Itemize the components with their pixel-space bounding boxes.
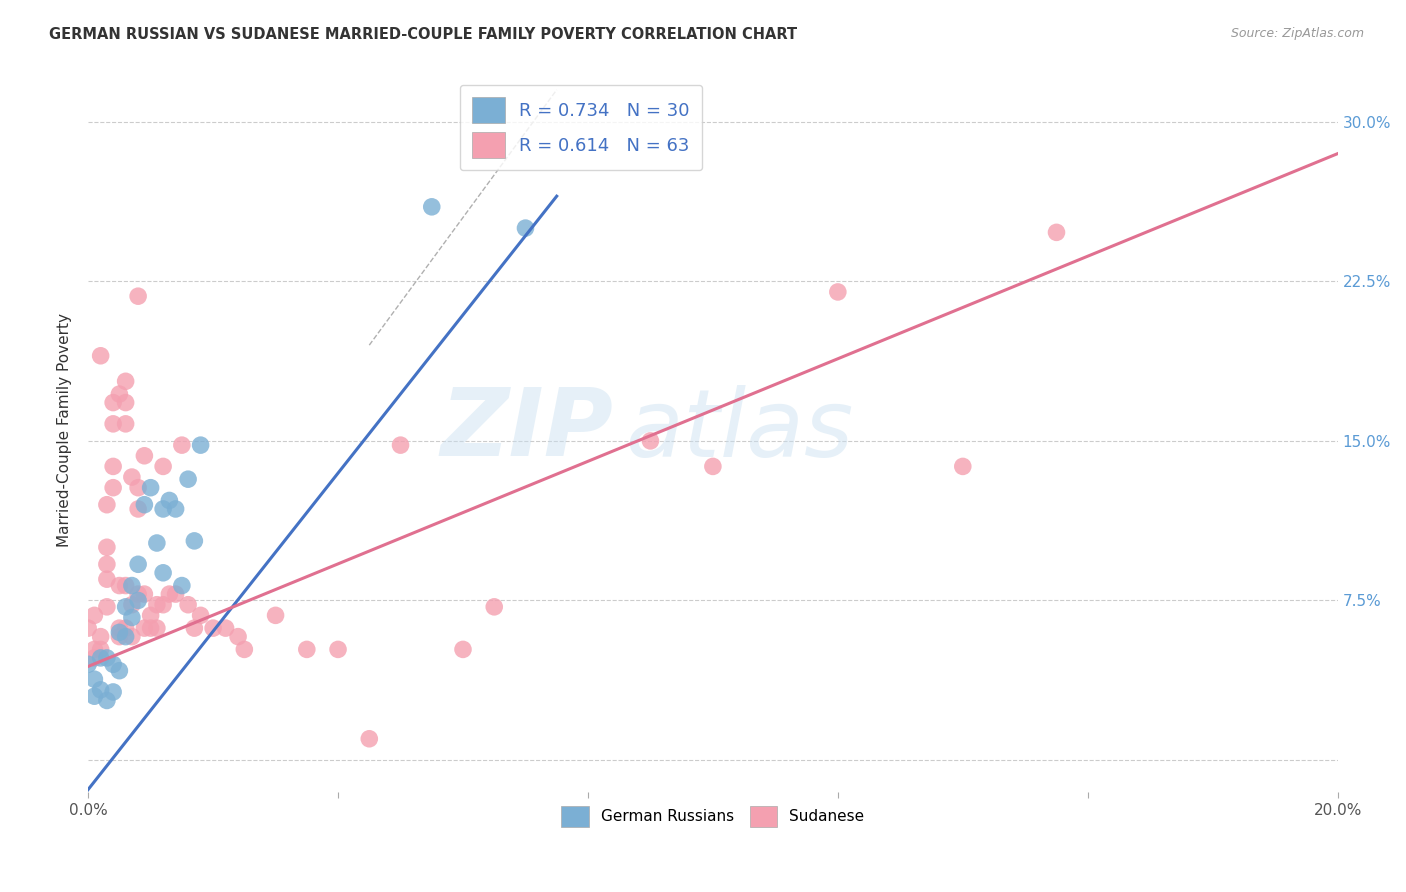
- Point: [420, 200, 443, 214]
- Point: [295, 642, 318, 657]
- Point: [90, 651, 112, 665]
- Point: [127, 481, 149, 495]
- Point: [101, 459, 124, 474]
- Point: [640, 434, 662, 448]
- Point: [96, 693, 118, 707]
- Point: [127, 593, 149, 607]
- Point: [134, 587, 156, 601]
- Point: [114, 621, 136, 635]
- Point: [96, 599, 118, 614]
- Point: [827, 285, 849, 299]
- Point: [101, 395, 124, 409]
- Point: [515, 221, 537, 235]
- Point: [96, 572, 118, 586]
- Point: [134, 498, 156, 512]
- Point: [233, 642, 256, 657]
- Point: [121, 470, 143, 484]
- Point: [202, 621, 225, 635]
- Point: [146, 598, 169, 612]
- Point: [101, 417, 124, 431]
- Point: [190, 438, 212, 452]
- Y-axis label: Married-Couple Family Poverty: Married-Couple Family Poverty: [58, 313, 72, 547]
- Point: [108, 621, 131, 635]
- Point: [90, 630, 112, 644]
- Point: [127, 587, 149, 601]
- Point: [702, 459, 724, 474]
- Point: [157, 493, 180, 508]
- Point: [90, 349, 112, 363]
- Point: [183, 621, 205, 635]
- Point: [127, 558, 149, 572]
- Point: [152, 502, 174, 516]
- Point: [127, 289, 149, 303]
- Point: [127, 502, 149, 516]
- Point: [952, 459, 974, 474]
- Point: [83, 608, 105, 623]
- Point: [177, 472, 200, 486]
- Point: [114, 417, 136, 431]
- Point: [326, 642, 349, 657]
- Point: [108, 578, 131, 592]
- Text: Source: ZipAtlas.com: Source: ZipAtlas.com: [1230, 27, 1364, 40]
- Point: [170, 578, 193, 592]
- Point: [152, 459, 174, 474]
- Point: [114, 630, 136, 644]
- Point: [226, 630, 249, 644]
- Point: [146, 621, 169, 635]
- Point: [359, 731, 381, 746]
- Point: [83, 672, 105, 686]
- Point: [165, 502, 187, 516]
- Legend: German Russians, Sudanese: German Russians, Sudanese: [554, 798, 872, 835]
- Point: [389, 438, 412, 452]
- Point: [83, 690, 105, 704]
- Point: [108, 664, 131, 678]
- Point: [121, 578, 143, 592]
- Point: [121, 598, 143, 612]
- Point: [214, 621, 236, 635]
- Point: [190, 608, 212, 623]
- Point: [146, 536, 169, 550]
- Point: [121, 610, 143, 624]
- Text: atlas: atlas: [626, 384, 853, 475]
- Point: [114, 599, 136, 614]
- Point: [108, 387, 131, 401]
- Point: [1045, 225, 1067, 239]
- Point: [139, 481, 162, 495]
- Point: [83, 642, 105, 657]
- Point: [90, 642, 112, 657]
- Point: [77, 657, 100, 672]
- Text: ZIP: ZIP: [440, 384, 613, 476]
- Point: [108, 625, 131, 640]
- Point: [170, 438, 193, 452]
- Point: [134, 621, 156, 635]
- Point: [77, 621, 100, 635]
- Point: [165, 587, 187, 601]
- Point: [101, 657, 124, 672]
- Point: [183, 533, 205, 548]
- Point: [157, 587, 180, 601]
- Point: [114, 578, 136, 592]
- Point: [101, 685, 124, 699]
- Point: [96, 558, 118, 572]
- Point: [96, 498, 118, 512]
- Point: [108, 630, 131, 644]
- Point: [264, 608, 287, 623]
- Point: [96, 651, 118, 665]
- Text: GERMAN RUSSIAN VS SUDANESE MARRIED-COUPLE FAMILY POVERTY CORRELATION CHART: GERMAN RUSSIAN VS SUDANESE MARRIED-COUPL…: [49, 27, 797, 42]
- Point: [139, 621, 162, 635]
- Point: [121, 630, 143, 644]
- Point: [114, 374, 136, 388]
- Point: [96, 541, 118, 555]
- Point: [114, 395, 136, 409]
- Point: [152, 598, 174, 612]
- Point: [83, 651, 105, 665]
- Point: [451, 642, 474, 657]
- Point: [152, 566, 174, 580]
- Point: [134, 449, 156, 463]
- Point: [139, 608, 162, 623]
- Point: [101, 481, 124, 495]
- Point: [177, 598, 200, 612]
- Point: [90, 682, 112, 697]
- Point: [484, 599, 506, 614]
